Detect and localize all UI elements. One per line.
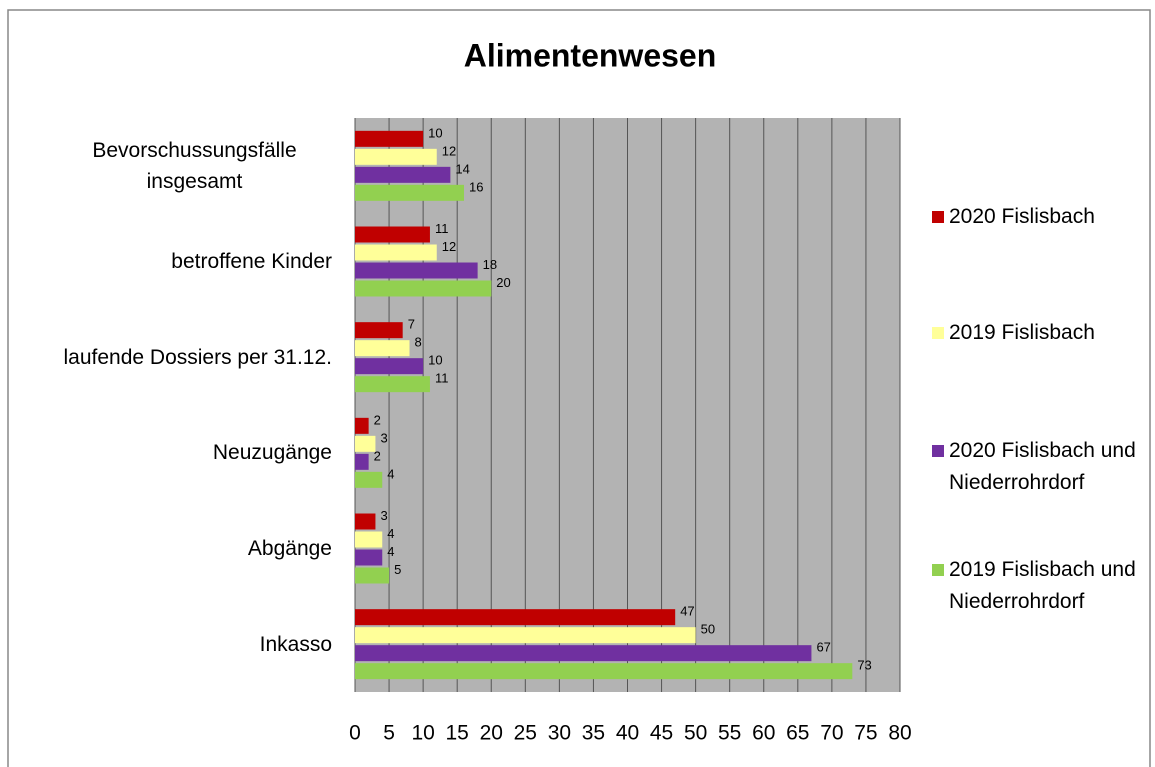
data-label: 3 (380, 430, 387, 445)
legend-swatch (932, 445, 944, 457)
data-label: 12 (442, 239, 456, 254)
category-label: laufende Dossiers per 31.12. (2, 309, 333, 405)
data-label: 10 (428, 125, 442, 140)
data-label: 47 (680, 604, 694, 619)
bar (355, 244, 437, 261)
data-label: 2 (374, 412, 381, 427)
category-text: betroffene Kinder (171, 249, 332, 273)
x-tick-label: 5 (383, 722, 395, 745)
data-label: 4 (387, 466, 394, 481)
legend-entry: 2020 Fislisbach (932, 201, 1147, 233)
data-label: 11 (435, 221, 449, 236)
data-label: 4 (387, 544, 394, 559)
bar (355, 435, 376, 452)
category-label: Bevorschussungsfälle insgesamt (2, 118, 332, 214)
bar (355, 549, 383, 566)
x-tick-label: 25 (514, 722, 537, 745)
data-label: 2 (374, 448, 381, 463)
data-label: 10 (428, 353, 442, 368)
bar (355, 148, 437, 165)
category-label: betroffene Kinder (2, 214, 332, 310)
bar (355, 417, 369, 434)
legend-label: 2020 Fislisbach und Niederrohrdorf (949, 439, 1136, 494)
bar (355, 531, 383, 548)
x-tick-label: 15 (446, 722, 469, 745)
bar (355, 609, 676, 626)
data-label: 5 (394, 562, 401, 577)
data-label: 18 (483, 257, 497, 272)
data-label: 7 (408, 317, 415, 332)
bar (355, 453, 369, 470)
category-text: Bevorschussungsfälle insgesamt (92, 138, 297, 193)
bar (355, 663, 853, 680)
category-text: laufende Dossiers per 31.12. (63, 345, 333, 369)
data-label: 16 (469, 179, 483, 194)
bar (355, 376, 430, 393)
data-label: 11 (435, 371, 449, 386)
x-tick-label: 35 (582, 722, 605, 745)
data-label: 3 (380, 508, 387, 523)
x-tick-label: 30 (548, 722, 571, 745)
data-label: 67 (816, 640, 830, 655)
bar (355, 358, 424, 375)
x-tick-label: 40 (616, 722, 639, 745)
x-tick-label: 20 (480, 722, 503, 745)
bar (355, 513, 376, 530)
data-label: 20 (496, 275, 510, 290)
category-text: Neuzugänge (212, 441, 332, 465)
bar (355, 280, 492, 297)
x-tick-label: 45 (650, 722, 673, 745)
category-text: Abgänge (247, 536, 332, 560)
x-tick-label: 0 (349, 722, 361, 745)
category-text: Inkasso (259, 632, 332, 656)
data-label: 73 (857, 658, 871, 673)
x-tick-label: 70 (820, 722, 843, 745)
x-tick-label: 55 (718, 722, 741, 745)
bar (355, 567, 390, 584)
data-label: 8 (415, 335, 422, 350)
legend-swatch (932, 211, 944, 223)
chart-title: Alimentenwesen (464, 37, 717, 73)
legend-label: 2019 Fislisbach und Niederrohrdorf (949, 558, 1136, 613)
bar (355, 645, 812, 662)
legend-entry: 2019 Fislisbach (932, 317, 1147, 349)
category-label: Abgänge (2, 501, 332, 597)
category-label: Neuzugänge (2, 405, 332, 501)
bar (355, 130, 424, 147)
bar (355, 226, 430, 243)
bar (355, 627, 696, 644)
legend-label: 2020 Fislisbach (949, 205, 1095, 228)
data-label: 4 (387, 526, 394, 541)
x-tick-label: 65 (786, 722, 809, 745)
bar (355, 184, 464, 201)
bar (355, 262, 478, 279)
data-label: 12 (442, 143, 456, 158)
data-label: 50 (701, 622, 715, 637)
x-tick-label: 50 (684, 722, 707, 745)
category-label: Inkasso (2, 596, 332, 692)
bar (355, 322, 403, 339)
data-label: 14 (455, 161, 469, 176)
legend-entry: 2020 Fislisbach und Niederrohrdorf (932, 435, 1147, 499)
x-tick-label: 60 (752, 722, 775, 745)
legend-entry: 2019 Fislisbach und Niederrohrdorf (932, 554, 1147, 618)
x-tick-label: 75 (854, 722, 877, 745)
bar (355, 340, 410, 357)
legend-label: 2019 Fislisbach (949, 321, 1095, 344)
legend-swatch (932, 327, 944, 339)
bar (355, 471, 383, 488)
bar (355, 166, 451, 183)
x-tick-label: 10 (411, 722, 434, 745)
x-tick-label: 80 (888, 722, 911, 745)
legend-swatch (932, 564, 944, 576)
